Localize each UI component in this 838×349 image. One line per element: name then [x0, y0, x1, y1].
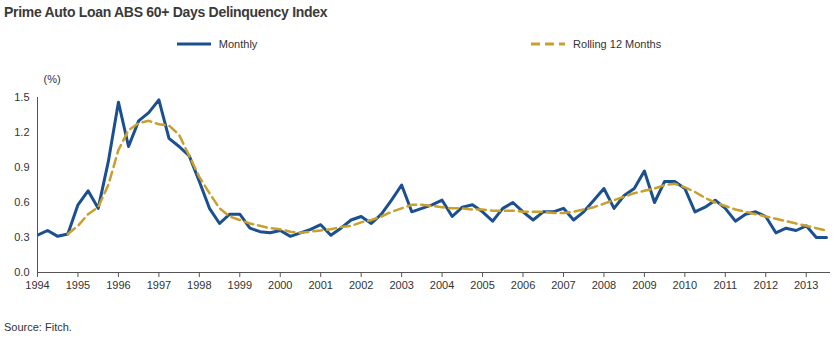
svg-text:2010: 2010: [673, 279, 697, 291]
svg-text:1997: 1997: [147, 279, 171, 291]
svg-text:(%): (%): [44, 73, 61, 85]
svg-text:1999: 1999: [228, 279, 252, 291]
svg-text:0.0: 0.0: [14, 266, 29, 278]
svg-text:2007: 2007: [551, 279, 575, 291]
html-text:Source: Fitch.: Source: Fitch.: [4, 321, 72, 333]
svg-text:1998: 1998: [187, 279, 211, 291]
svg-text:1.2: 1.2: [14, 126, 29, 138]
svg-text:2005: 2005: [470, 279, 494, 291]
svg-text:1994: 1994: [25, 279, 49, 291]
svg-text:2002: 2002: [349, 279, 373, 291]
svg-text:0.3: 0.3: [14, 231, 29, 243]
svg-text:2011: 2011: [713, 279, 737, 291]
html-text:Prime Auto Loan ABS 60+ Days D: Prime Auto Loan ABS 60+ Days Delinquency…: [4, 4, 328, 20]
svg-text:2012: 2012: [754, 279, 778, 291]
svg-text:2000: 2000: [268, 279, 292, 291]
svg-text:2013: 2013: [794, 279, 818, 291]
svg-text:2004: 2004: [430, 279, 454, 291]
svg-text:1996: 1996: [106, 279, 130, 291]
html-text:Rolling 12 Months: Rolling 12 Months: [573, 38, 662, 50]
svg-text:2008: 2008: [592, 279, 616, 291]
svg-text:2003: 2003: [389, 279, 413, 291]
svg-text:2001: 2001: [308, 279, 332, 291]
svg-text:0.9: 0.9: [14, 161, 29, 173]
svg-text:1995: 1995: [66, 279, 90, 291]
html-text:Monthly: Monthly: [218, 38, 258, 50]
svg-text:1.5: 1.5: [14, 91, 29, 103]
svg-text:0.6: 0.6: [14, 196, 29, 208]
svg-text:2009: 2009: [632, 279, 656, 291]
svg-text:2006: 2006: [511, 279, 535, 291]
